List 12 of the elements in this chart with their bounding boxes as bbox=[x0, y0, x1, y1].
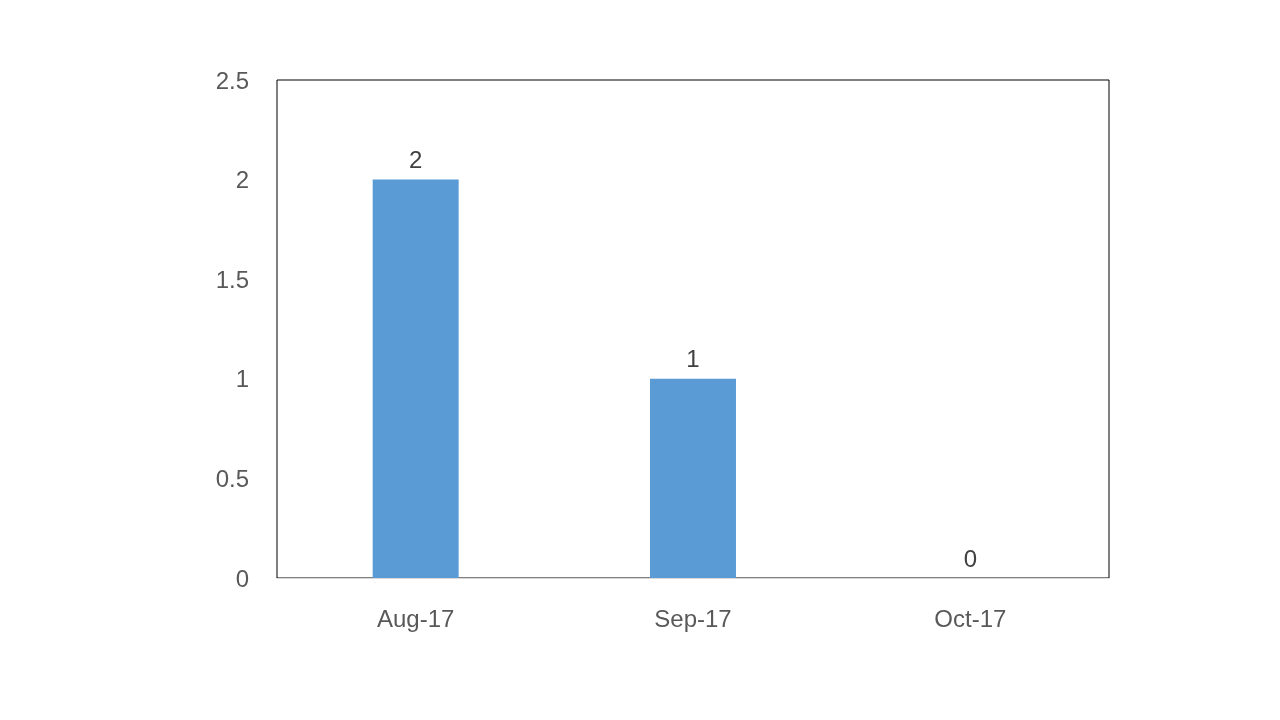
y-tick-label: 0 bbox=[235, 564, 249, 592]
y-tick-label: 2 bbox=[235, 166, 249, 194]
x-tick-label: Oct-17 bbox=[934, 604, 1007, 632]
x-tick-label: Aug-17 bbox=[376, 604, 455, 632]
x-tick-label: Sep-17 bbox=[654, 604, 732, 632]
y-tick-label: 2.5 bbox=[215, 66, 249, 94]
data-label: 2 bbox=[408, 146, 423, 174]
y-tick-label: 0.5 bbox=[215, 464, 249, 492]
y-tick-label: 1 bbox=[235, 365, 249, 393]
y-tick-label: 1.5 bbox=[215, 265, 249, 293]
data-label: 1 bbox=[686, 345, 700, 373]
data-label: 0 bbox=[963, 544, 978, 572]
